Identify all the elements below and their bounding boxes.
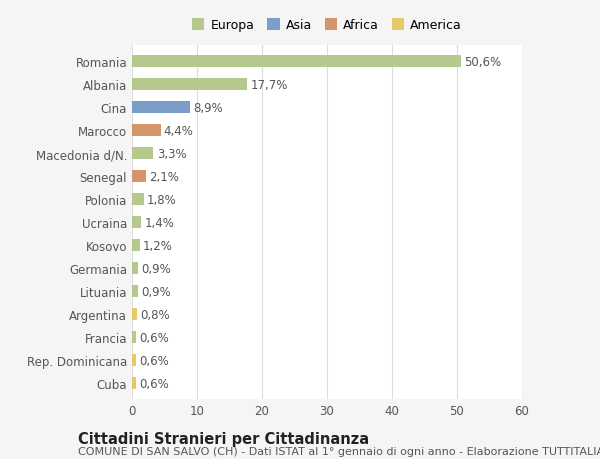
Bar [132,216,141,229]
Bar [132,78,247,91]
Text: 1,2%: 1,2% [143,239,173,252]
Bar [132,239,140,252]
Text: 0,9%: 0,9% [141,262,171,275]
Bar [132,56,461,68]
Text: 1,8%: 1,8% [147,193,176,206]
Bar [132,308,137,321]
Text: Cittadini Stranieri per Cittadinanza: Cittadini Stranieri per Cittadinanza [78,431,369,447]
Bar [132,354,136,367]
Text: 17,7%: 17,7% [250,78,287,91]
Text: 50,6%: 50,6% [464,56,501,68]
Text: 1,4%: 1,4% [145,216,174,229]
Text: 0,9%: 0,9% [141,285,171,298]
Bar [132,377,136,390]
Text: 0,6%: 0,6% [139,377,169,390]
Legend: Europa, Asia, Africa, America: Europa, Asia, Africa, America [190,17,464,35]
Bar [132,331,136,344]
Bar [132,193,144,206]
Text: COMUNE DI SAN SALVO (CH) - Dati ISTAT al 1° gennaio di ogni anno - Elaborazione : COMUNE DI SAN SALVO (CH) - Dati ISTAT al… [78,446,600,456]
Bar [132,262,138,275]
Text: 4,4%: 4,4% [164,124,194,137]
Text: 2,1%: 2,1% [149,170,179,183]
Text: 0,6%: 0,6% [139,331,169,344]
Bar [132,170,146,183]
Bar [132,285,138,298]
Bar [132,101,190,114]
Bar [132,124,161,137]
Text: 8,9%: 8,9% [193,101,223,114]
Text: 0,8%: 0,8% [140,308,170,321]
Text: 0,6%: 0,6% [139,354,169,367]
Bar [132,147,154,160]
Text: 3,3%: 3,3% [157,147,187,160]
